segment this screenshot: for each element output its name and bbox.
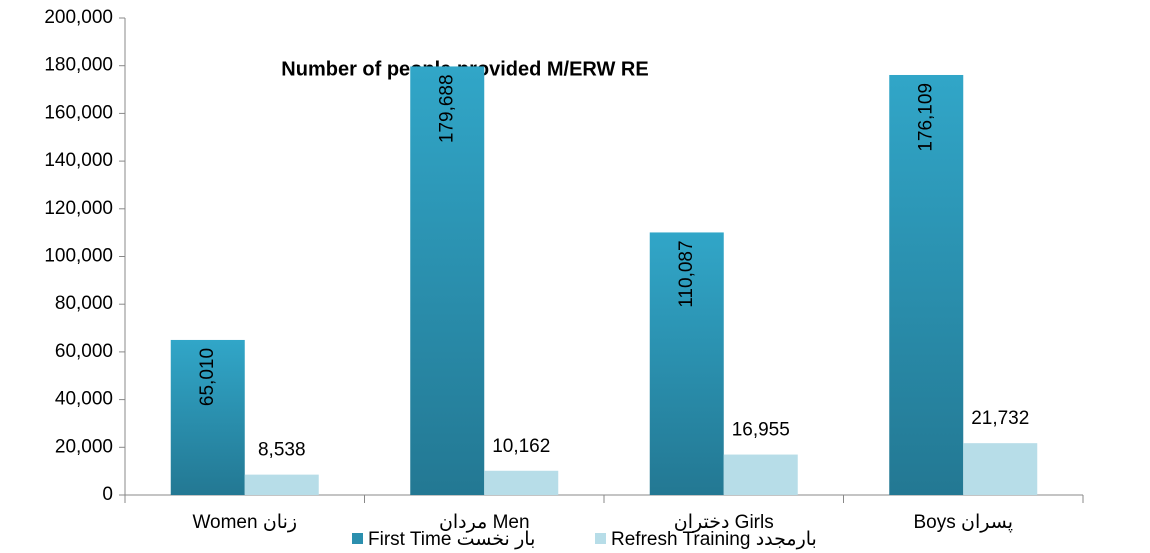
value-label: 110,087 xyxy=(676,240,697,307)
legend-swatch xyxy=(352,533,363,544)
bar xyxy=(963,443,1038,495)
y-tick-label: 80,000 xyxy=(55,293,113,314)
x-tick-label: دختران Girls xyxy=(674,512,774,533)
y-tick-label: 100,000 xyxy=(44,246,113,267)
x-tick-label: Boys پسران xyxy=(914,512,1013,533)
legend-label: Refresh Training بارمجدد xyxy=(611,529,817,550)
bar xyxy=(170,339,245,495)
y-tick-label: 120,000 xyxy=(44,198,113,219)
x-tick-label: Women زنان xyxy=(192,512,297,533)
value-label: 176,109 xyxy=(915,83,936,152)
y-tick-label: 0 xyxy=(102,484,113,505)
y-tick-label: 20,000 xyxy=(55,436,113,457)
value-label: 16,955 xyxy=(732,420,790,441)
x-tick-label: مردان Men xyxy=(439,512,530,533)
y-tick-label: 160,000 xyxy=(44,102,113,123)
bar xyxy=(410,66,485,495)
value-label: 65,010 xyxy=(197,348,218,406)
bar xyxy=(649,232,724,495)
bar xyxy=(484,470,559,495)
value-label: 179,688 xyxy=(436,74,457,143)
bar xyxy=(723,454,798,495)
y-tick-label: 40,000 xyxy=(55,389,113,410)
value-label: 8,538 xyxy=(258,440,306,461)
y-tick-label: 60,000 xyxy=(55,341,113,362)
y-tick-label: 200,000 xyxy=(44,7,113,28)
bar xyxy=(889,74,964,495)
value-label: 21,732 xyxy=(971,408,1029,429)
legend-label: First Time بار نخست xyxy=(368,529,535,550)
value-label: 10,162 xyxy=(492,436,550,457)
y-tick-label: 140,000 xyxy=(44,150,113,171)
legend-swatch xyxy=(595,533,606,544)
y-tick-label: 180,000 xyxy=(44,55,113,76)
bar xyxy=(244,474,319,495)
